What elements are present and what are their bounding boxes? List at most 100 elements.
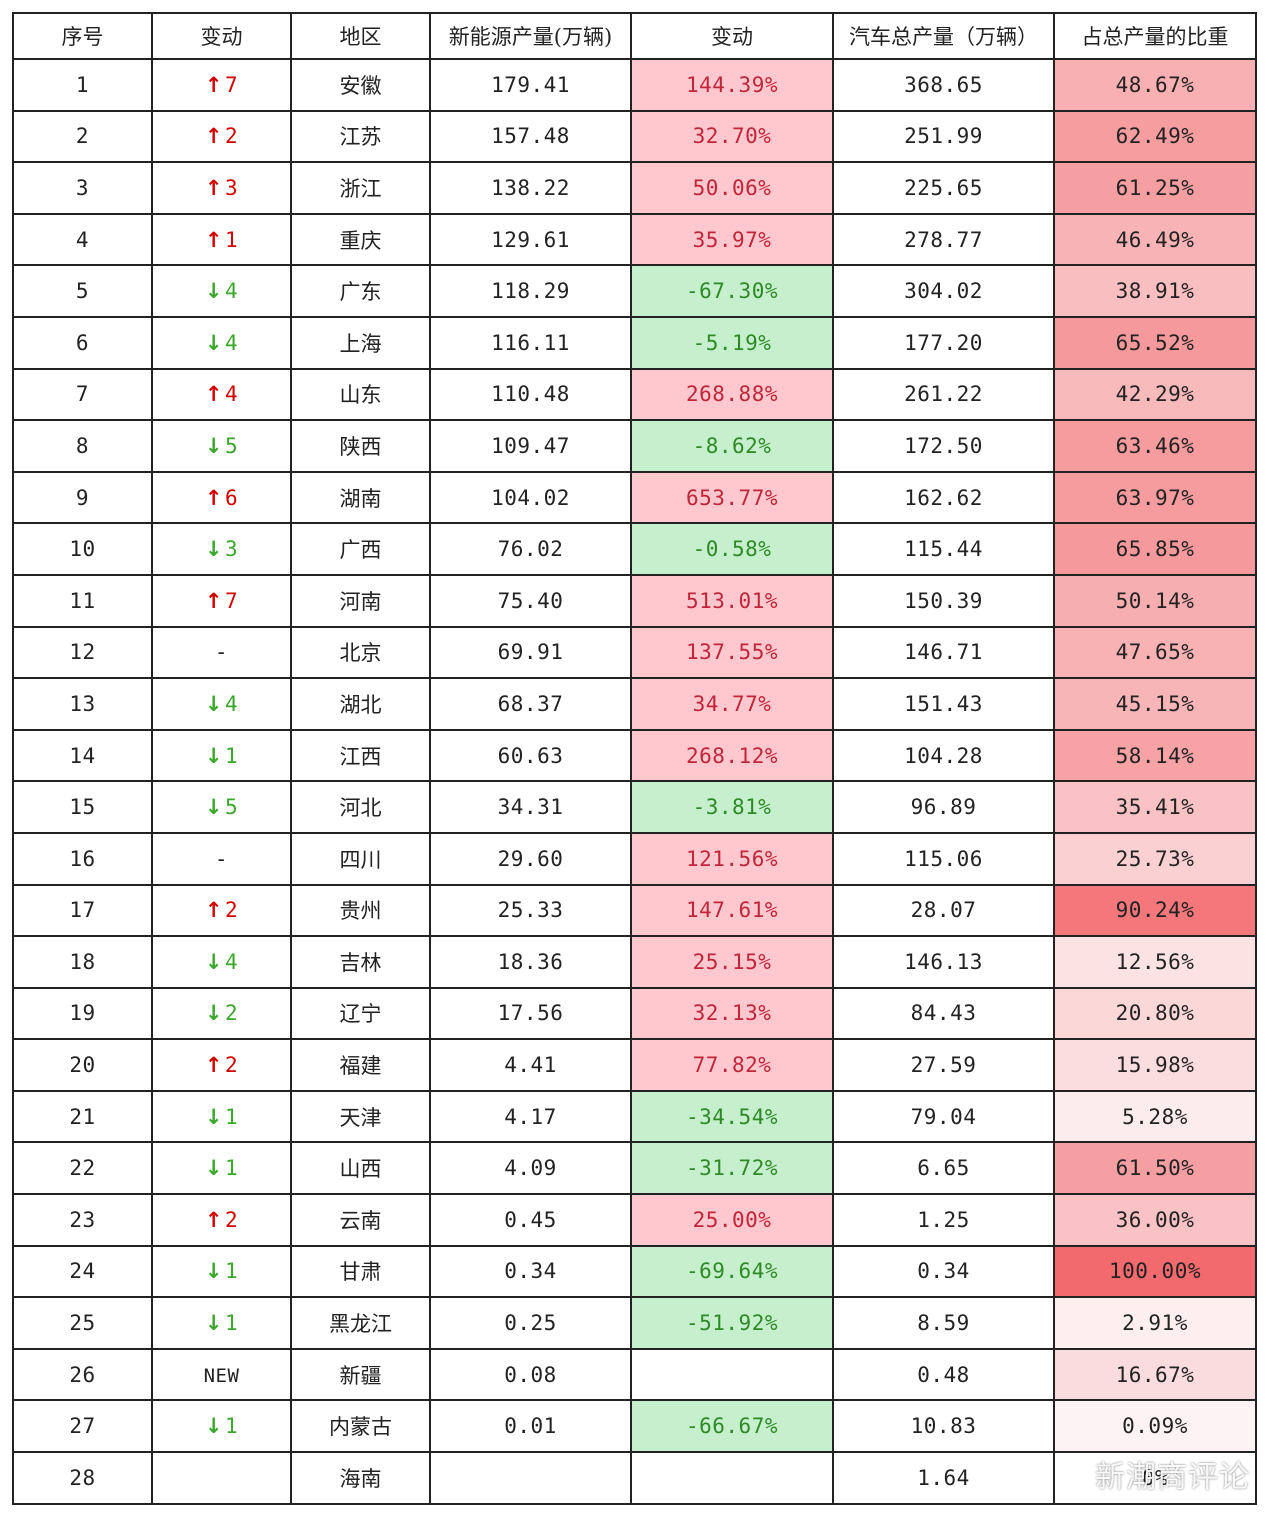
total-output-cell: 104.28 — [832, 728, 1055, 783]
rank-change-cell: ↑1 — [151, 212, 292, 267]
rank-cell-text: 21 — [69, 1104, 96, 1129]
total-output-cell-text: 115.06 — [904, 846, 983, 871]
yoy-change-cell: 121.56% — [630, 831, 834, 886]
table-row: 27 ↓1 内蒙古 0.01 -66.67% 10.83 0.09% — [12, 1399, 1257, 1454]
rank-change-value: 5 — [224, 795, 239, 820]
rank-cell-text: 22 — [69, 1156, 96, 1181]
ne-output-cell-text: 157.48 — [491, 124, 570, 149]
region-cell: 黑龙江 — [290, 1296, 431, 1350]
rank-change-value: 1 — [224, 1311, 239, 1336]
ne-output-cell: 0.45 — [429, 1193, 632, 1247]
share-cell-text: 63.97% — [1115, 485, 1195, 510]
rank-cell: 19 — [12, 986, 153, 1041]
table-row: 18 ↓4 吉林 18.36 25.15% 146.13 12.56% — [12, 935, 1257, 989]
rank-change-cell: ↓5 — [151, 780, 292, 834]
total-output-cell-text: 6.65 — [917, 1156, 970, 1181]
share-cell: 12.56% — [1053, 935, 1257, 989]
rank-change-value: 1 — [224, 743, 239, 768]
share-cell: 61.25% — [1053, 161, 1257, 215]
total-output-cell: 172.50 — [832, 419, 1055, 473]
rank-change-cell — [151, 1451, 292, 1505]
total-output-cell: 84.43 — [832, 986, 1055, 1041]
header-share: 占总产量的比重 — [1053, 12, 1257, 60]
rank-cell: 11 — [12, 573, 153, 628]
rank-cell-text: 3 — [75, 175, 90, 200]
table-row: 14 ↓1 江西 60.63 268.12% 104.28 58.14% — [12, 728, 1257, 783]
ne-output-cell-text: 0.25 — [504, 1311, 557, 1336]
yoy-change-cell-text: 77.82% — [692, 1053, 772, 1078]
ne-output-cell: 18.36 — [429, 935, 632, 989]
table-row: 28 海南 1.64 0% — [12, 1451, 1257, 1505]
region-cell: 辽宁 — [290, 986, 431, 1041]
region-cell: 湖北 — [290, 677, 431, 731]
region-cell-text: 云南 — [339, 1208, 382, 1233]
region-cell-text: 重庆 — [339, 228, 382, 253]
yoy-change-cell: 34.77% — [630, 677, 834, 731]
arrow-up-icon: ↑ — [204, 1207, 223, 1232]
share-cell-text: 42.29% — [1115, 382, 1195, 407]
yoy-change-cell-text: 50.06% — [692, 175, 772, 200]
ne-output-cell: 25.33 — [429, 883, 632, 938]
table-row: 20 ↑2 福建 4.41 77.82% 27.59 15.98% — [12, 1038, 1257, 1092]
rank-change-cell: ↓1 — [151, 1296, 292, 1350]
rank-change-value: 2 — [224, 898, 239, 923]
arrow-up-icon: ↑ — [204, 898, 223, 923]
share-cell: 20.80% — [1053, 986, 1257, 1041]
rank-change-value: 3 — [224, 175, 239, 200]
total-output-cell: 28.07 — [832, 883, 1055, 938]
total-output-cell-text: 304.02 — [904, 279, 983, 304]
yoy-change-cell-text: -67.30% — [685, 279, 778, 304]
share-cell: 62.49% — [1053, 109, 1257, 164]
region-cell: 江西 — [290, 728, 431, 783]
yoy-change-cell-text: -5.19% — [692, 330, 772, 355]
table-row: 2 ↑2 江苏 157.48 32.70% 251.99 62.49% — [12, 109, 1257, 164]
region-cell: 吉林 — [290, 935, 431, 989]
rank-change-cell: ↓1 — [151, 1089, 292, 1144]
table-row: 21 ↓1 天津 4.17 -34.54% 79.04 5.28% — [12, 1089, 1257, 1144]
yoy-change-cell-text: 34.77% — [692, 691, 772, 716]
ne-output-cell: 118.29 — [429, 264, 632, 318]
yoy-change-cell-text: 25.00% — [692, 1207, 772, 1232]
total-output-cell: 162.62 — [832, 470, 1055, 525]
arrow-down-icon: ↓ — [204, 1414, 223, 1439]
share-cell: 46.49% — [1053, 212, 1257, 267]
rank-cell-text: 1 — [75, 72, 90, 97]
share-cell-text: 25.73% — [1115, 846, 1195, 871]
rank-cell: 6 — [12, 315, 153, 370]
total-output-cell-text: 251.99 — [904, 124, 983, 149]
rank-cell-text: 5 — [75, 279, 90, 304]
ne-output-cell: 75.40 — [429, 573, 632, 628]
rank-change-value: - — [214, 640, 229, 665]
total-output-cell-text: 225.65 — [904, 175, 983, 200]
yoy-change-cell: 137.55% — [630, 625, 834, 680]
rank-change-cell: ↑7 — [151, 573, 292, 628]
yoy-change-cell-text: 653.77% — [685, 485, 778, 510]
region-cell-text: 内蒙古 — [329, 1415, 392, 1440]
header-row: 序号 变动 地区 新能源产量(万辆) 变动 汽车总产量（万辆） 占总产量的比重 — [12, 12, 1257, 60]
yoy-change-cell-text: 32.70% — [692, 124, 772, 149]
total-output-cell: 225.65 — [832, 161, 1055, 215]
share-cell: 58.14% — [1053, 728, 1257, 783]
region-cell-text: 河北 — [339, 796, 382, 821]
table-row: 16 - 四川 29.60 121.56% 115.06 25.73% — [12, 831, 1257, 886]
rank-change-value: 7 — [224, 72, 239, 97]
yoy-change-cell: -69.64% — [630, 1244, 834, 1299]
rank-change-cell: - — [151, 831, 292, 886]
yoy-change-cell-text: 137.55% — [685, 640, 778, 665]
total-output-cell-text: 104.28 — [904, 743, 983, 768]
arrow-down-icon: ↓ — [204, 795, 223, 820]
region-cell: 广东 — [290, 264, 431, 318]
total-output-cell: 151.43 — [832, 677, 1055, 731]
total-output-cell-text: 1.64 — [917, 1465, 970, 1490]
region-cell: 甘肃 — [290, 1244, 431, 1299]
ne-output-cell: 34.31 — [429, 780, 632, 834]
share-cell: 65.52% — [1053, 315, 1257, 370]
rank-cell: 3 — [12, 161, 153, 215]
yoy-change-cell: 77.82% — [630, 1038, 834, 1092]
region-cell-text: 新疆 — [339, 1363, 382, 1388]
yoy-change-cell: 653.77% — [630, 470, 834, 525]
share-cell-text: 45.15% — [1115, 691, 1195, 716]
share-cell: 36.00% — [1053, 1193, 1257, 1247]
arrow-down-icon: ↓ — [204, 1259, 223, 1284]
share-cell: 90.24% — [1053, 883, 1257, 938]
